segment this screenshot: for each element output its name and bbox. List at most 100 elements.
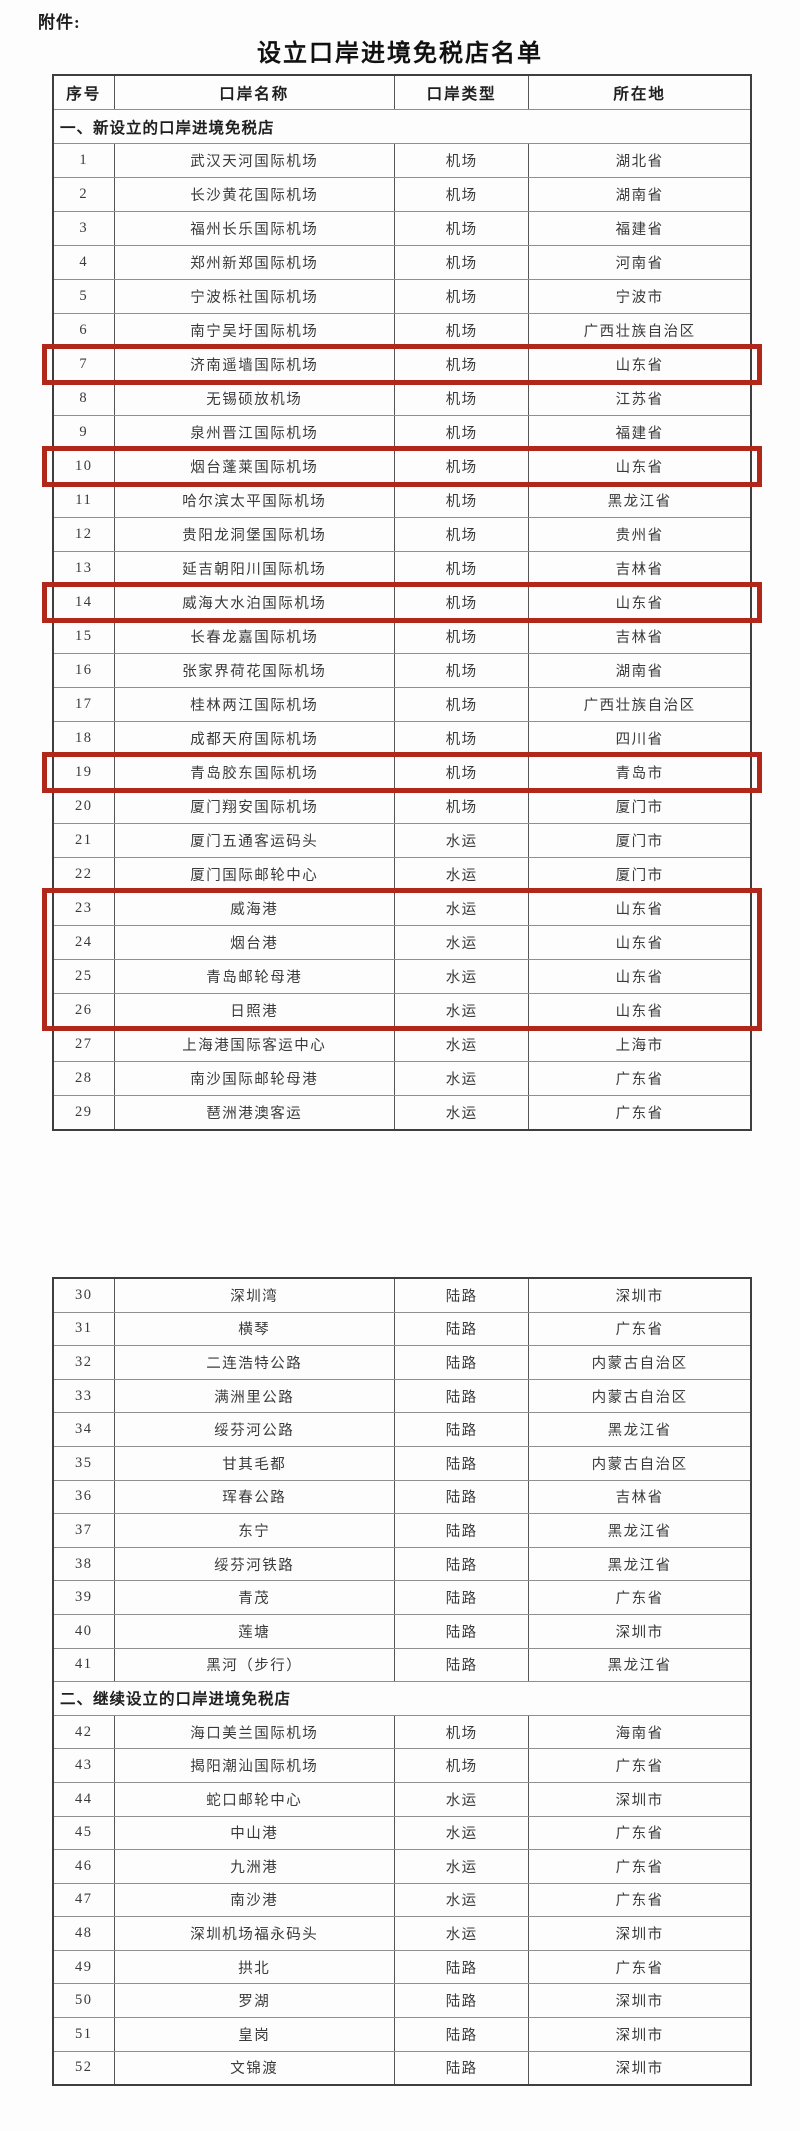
table-row: 2 长沙黄花国际机场 机场 湖南省	[54, 177, 750, 211]
cell-serial-number: 51	[54, 2018, 115, 2051]
cell-serial-number: 1	[54, 144, 115, 177]
cell-location: 广东省	[615, 1591, 664, 1608]
cell-port-type: 机场	[395, 144, 530, 177]
cell-port-name: 宁波栎社国际机场	[115, 280, 396, 313]
cell-location: 山东省	[615, 596, 664, 612]
cell-serial-number: 7	[54, 348, 115, 381]
cell-location: 宁波市	[615, 290, 664, 306]
cell-port-name: 南宁吴圩国际机场	[115, 314, 396, 347]
cell-port-name: 南沙港	[115, 1883, 396, 1917]
table-row: 36 珲春公路 陆路 吉林省	[54, 1479, 750, 1514]
cell-port-name: 绥芬河铁路	[115, 1547, 396, 1581]
cell-port-type: 水运	[395, 1782, 530, 1816]
cell-port-name: 珲春公路	[115, 1480, 396, 1514]
cell-port-type: 水运	[395, 926, 530, 959]
cell-location: 黑龙江省	[607, 1658, 672, 1675]
cell-port-type: 水运	[395, 1062, 530, 1095]
cell-port-name: 海口美兰国际机场	[115, 1715, 396, 1749]
section-header: 一、新设立的口岸进境免税店	[54, 109, 750, 143]
cell-location: 海南省	[615, 1725, 664, 1742]
table-row: 39 青茂 陆路 广东省	[54, 1580, 750, 1614]
cell-serial-number: 47	[54, 1883, 115, 1917]
cell-port-type: 机场	[395, 382, 530, 415]
cell-port-name: 张家界荷花国际机场	[115, 654, 396, 687]
cell-serial-number: 44	[54, 1782, 115, 1816]
table-row-highlighted: 10 烟台蓬莱国际机场 机场 山东省	[42, 446, 762, 487]
cell-serial-number: 15	[54, 620, 115, 653]
cell-port-type: 陆路	[395, 1279, 530, 1312]
cell-port-name: 威海大水泊国际机场	[115, 586, 396, 619]
cell-serial-number: 27	[54, 1028, 115, 1061]
cell-serial-number: 34	[54, 1413, 115, 1446]
cell-port-type: 陆路	[395, 2051, 530, 2085]
cell-serial-number: 49	[54, 1950, 115, 1984]
cell-port-type: 水运	[395, 1917, 530, 1950]
cell-location: 贵州省	[615, 528, 664, 544]
cell-location: 深圳市	[615, 1624, 664, 1641]
cell-serial-number: 31	[54, 1312, 115, 1346]
cell-port-name: 济南遥墙国际机场	[115, 348, 396, 381]
cell-port-type: 水运	[395, 858, 530, 891]
cell-port-name: 文锦渡	[115, 2051, 396, 2085]
cell-serial-number: 37	[54, 1514, 115, 1547]
cell-location: 河南省	[615, 256, 664, 272]
cell-port-type: 陆路	[395, 1950, 530, 1984]
cell-serial-number: 20	[54, 790, 115, 823]
cell-port-type: 机场	[395, 552, 530, 585]
cell-location: 山东省	[615, 358, 664, 374]
cell-location: 黑龙江省	[607, 1423, 672, 1440]
cell-port-type: 水运	[395, 1816, 530, 1850]
cell-location: 青岛市	[615, 766, 664, 782]
table-row: 8 无锡硕放机场 机场 江苏省	[54, 381, 750, 415]
cell-port-name: 中山港	[115, 1816, 396, 1850]
cell-serial-number: 18	[54, 722, 115, 755]
table-row: 34 绥芬河公路 陆路 黑龙江省	[54, 1412, 750, 1446]
cell-port-name: 日照港	[115, 994, 396, 1027]
cell-port-name: 罗湖	[115, 1984, 396, 2018]
cell-location: 山东省	[615, 902, 664, 918]
cell-location: 山东省	[615, 970, 664, 986]
cell-serial-number: 46	[54, 1850, 115, 1883]
table-header-row: 序号 口岸名称 口岸类型 所在地	[54, 76, 750, 109]
table-row: 41 黑河（步行） 陆路 黑龙江省	[54, 1647, 750, 1682]
cell-port-name: 蛇口邮轮中心	[115, 1782, 396, 1816]
cell-location: 广东省	[615, 1322, 664, 1339]
cell-port-name: 青岛邮轮母港	[115, 960, 396, 993]
cell-port-type: 机场	[395, 654, 530, 687]
cell-port-name: 莲塘	[115, 1614, 396, 1648]
cell-location: 山东省	[615, 1004, 664, 1020]
cell-port-name: 深圳湾	[115, 1279, 396, 1312]
table-row-highlighted: 25 青岛邮轮母港 水运 山东省	[42, 959, 762, 994]
cell-location: 广东省	[615, 1826, 664, 1843]
cell-port-name: 拱北	[115, 1950, 396, 1984]
cell-serial-number: 38	[54, 1547, 115, 1581]
cell-serial-number: 19	[54, 756, 115, 789]
cell-port-name: 延吉朝阳川国际机场	[115, 552, 396, 585]
cell-serial-number: 8	[54, 382, 115, 415]
cell-serial-number: 29	[54, 1096, 115, 1129]
table-row: 46 九洲港 水运 广东省	[54, 1849, 750, 1883]
table-row: 35 甘其毛都 陆路 内蒙古自治区	[54, 1445, 750, 1480]
cell-serial-number: 11	[54, 484, 115, 517]
cell-location: 福建省	[615, 426, 664, 442]
cell-port-type: 水运	[395, 1883, 530, 1917]
cell-location: 广东省	[615, 1859, 664, 1876]
attachment-label: 附件:	[38, 13, 81, 32]
cell-location: 深圳市	[615, 2061, 664, 2078]
cell-serial-number: 21	[54, 824, 115, 857]
cell-port-name: 长沙黄花国际机场	[115, 178, 396, 211]
table-row: 18 成都天府国际机场 机场 四川省	[54, 721, 750, 755]
cell-location: 深圳市	[615, 1994, 664, 2011]
cell-port-name: 长春龙嘉国际机场	[115, 620, 396, 653]
table-row: 51 皇岗 陆路 深圳市	[54, 2017, 750, 2051]
cell-location: 内蒙古自治区	[591, 1456, 688, 1473]
cell-location: 深圳市	[615, 1288, 664, 1305]
cell-port-type: 机场	[395, 518, 530, 551]
cell-serial-number: 6	[54, 314, 115, 347]
cell-port-type: 机场	[395, 246, 530, 279]
cell-location: 广西壮族自治区	[583, 324, 696, 340]
cell-serial-number: 48	[54, 1917, 115, 1950]
cell-serial-number: 24	[54, 926, 115, 959]
cell-serial-number: 16	[54, 654, 115, 687]
cell-location: 四川省	[615, 732, 664, 748]
